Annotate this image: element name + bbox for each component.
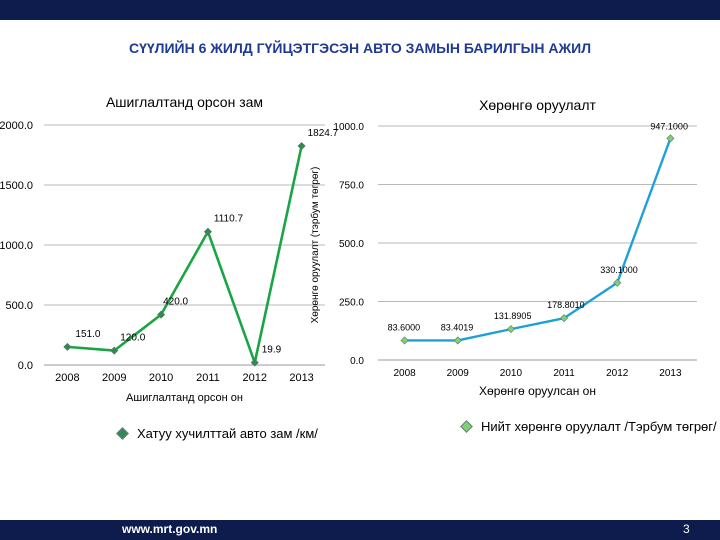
left-chart-data-point	[157, 310, 166, 319]
left-chart-data-point	[297, 142, 306, 151]
right-chart-data-point	[453, 336, 462, 345]
right-chart-x-tick-label: 2008	[393, 368, 416, 379]
right-chart-data-point	[400, 336, 409, 345]
left-chart-legend: Хатуу хучилттай авто зам /км/	[116, 426, 318, 441]
bottom-footer-bar: www.mrt.gov.mn 3	[0, 520, 720, 540]
left-legend-label: Хатуу хучилттай авто зам /км/	[137, 426, 318, 441]
right-chart-x-tick-label: 2012	[606, 368, 629, 379]
right-chart-data-label: 947.1000	[650, 121, 688, 131]
right-chart-data-point	[506, 325, 515, 334]
right-chart-x-tick-label: 2010	[500, 368, 523, 379]
footer-url-link[interactable]: www.mrt.gov.mn	[122, 522, 218, 536]
right-chart-series-line	[404, 137, 672, 342]
left-chart-y-tick-label: 0.0	[18, 360, 33, 372]
right-legend-marker-icon	[460, 420, 473, 433]
right-chart-y-tick-label: 750.0	[339, 181, 364, 192]
right-chart-data-point	[666, 134, 675, 143]
right-chart-x-tick-label: 2009	[447, 368, 470, 379]
left-chart-data-point	[63, 342, 72, 351]
right-chart-y-axis-label: Хөрөнгө оруулалт (тэрбум төгрөг)	[309, 167, 321, 324]
right-chart-y-tick-label: 250.0	[339, 298, 364, 309]
page-number: 3	[683, 522, 690, 536]
left-chart-x-tick-label: 2010	[149, 372, 173, 384]
left-chart-data-label: 1110.7	[214, 214, 244, 225]
right-chart-data-label: 131.8905	[494, 311, 532, 321]
left-chart-data-point	[110, 346, 119, 355]
right-chart-x-tick-label: 2013	[659, 368, 682, 379]
slide-title: СҮҮЛИЙН 6 ЖИЛД ГҮЙЦЭТГЭСЭН АВТО ЗАМЫН БА…	[128, 40, 592, 56]
left-chart-data-label: 420.0	[163, 297, 188, 308]
left-chart-x-axis-label: Ашиглалтанд орсон он	[126, 392, 243, 404]
left-chart-data-label: 120.0	[120, 333, 145, 344]
left-chart-y-tick-label: 2000.0	[0, 120, 33, 132]
top-header-bar	[0, 0, 720, 20]
left-chart-x-tick-label: 2008	[55, 372, 79, 384]
right-chart-data-point	[613, 278, 622, 287]
right-legend-label: Нийт хөрөнгө оруулалт /Тэрбум төгрөг/	[481, 419, 717, 434]
left-chart-y-tick-label: 1500.0	[0, 180, 33, 192]
left-chart-data-point	[250, 358, 259, 367]
left-chart-data-point	[203, 227, 212, 236]
right-chart-data-label: 178.8010	[547, 300, 585, 310]
right-chart-title: Хөрөнгө оруулалт	[479, 97, 596, 113]
left-chart-data-label: 1824.7	[308, 128, 339, 139]
left-chart-y-tick-label: 500.0	[5, 300, 33, 312]
left-chart-y-tick-label: 1000.0	[0, 240, 33, 252]
left-chart-data-label: 151.0	[75, 329, 100, 340]
right-chart-y-tick-label: 1000.0	[333, 122, 364, 133]
right-chart-x-tick-label: 2011	[553, 368, 575, 379]
left-chart-x-tick-label: 2013	[289, 372, 313, 384]
right-chart-data-label: 83.6000	[388, 322, 421, 332]
right-chart-y-tick-label: 500.0	[339, 239, 364, 250]
right-chart-legend: Нийт хөрөнгө оруулалт /Тэрбум төгрөг/	[460, 419, 717, 434]
left-chart-x-tick-label: 2012	[243, 372, 267, 384]
left-chart-x-tick-label: 2009	[102, 372, 126, 384]
left-chart-series-line	[67, 145, 303, 364]
left-legend-marker-icon	[116, 427, 129, 440]
left-chart-data-label: 19.9	[262, 345, 282, 356]
right-chart-x-axis-label: Хөрөнгө оруулсан он	[479, 384, 596, 398]
left-chart-title: Ашиглалтанд орсон зам	[106, 94, 263, 110]
right-chart-data-label: 83.4019	[441, 322, 474, 332]
right-chart-y-tick-label: 0.0	[350, 356, 364, 367]
right-chart-data-label: 330.1000	[600, 265, 638, 275]
right-chart-data-point	[560, 314, 569, 323]
left-chart-x-tick-label: 2011	[196, 372, 220, 384]
